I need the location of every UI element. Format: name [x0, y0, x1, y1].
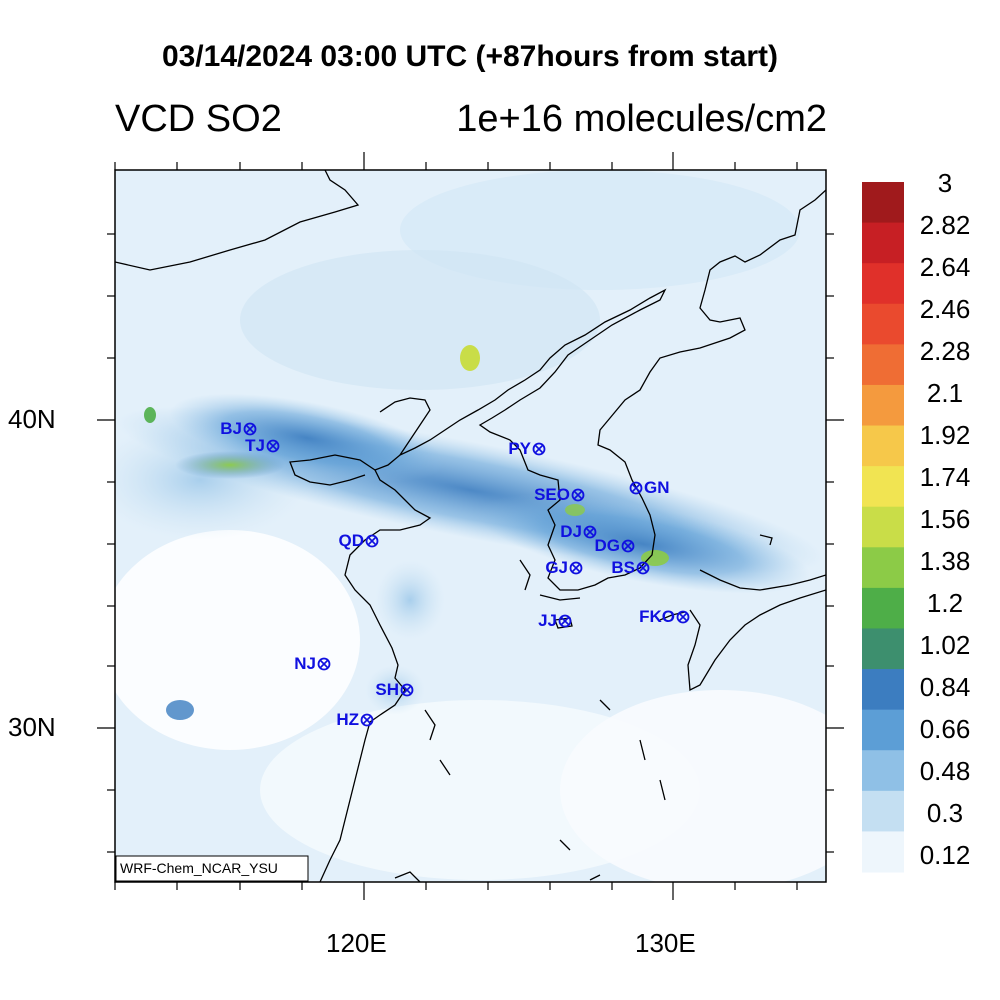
station-marker-bj	[243, 422, 257, 436]
colorbar-segment	[862, 709, 904, 751]
colorbar-segment	[862, 547, 904, 589]
model-label-box	[115, 855, 309, 882]
colorbar-segment	[862, 344, 904, 386]
colorbar-segment	[862, 425, 904, 467]
station-label-gj: GJ	[545, 558, 568, 577]
station-label-gn: GN	[644, 478, 670, 497]
colorbar-tick-label: 0.12	[919, 840, 971, 870]
station-marker-seo	[571, 488, 585, 502]
colorbar-segment	[862, 506, 904, 548]
colorbar-tick-label: 2.1	[926, 378, 964, 408]
colorbar-segment	[862, 222, 904, 264]
station-marker-tj	[266, 439, 280, 453]
station-marker-gj	[569, 561, 583, 575]
station-marker-jj	[558, 614, 572, 628]
station-marker-fko	[676, 610, 690, 624]
colorbar-segment	[862, 628, 904, 670]
station-label-sh: SH	[375, 680, 399, 699]
colorbar-segment	[862, 831, 904, 873]
colorbar	[862, 182, 904, 873]
colorbar-tick-label: 0.84	[919, 672, 971, 702]
map-title: 03/14/2024 03:00 UTC (+87hours from star…	[161, 40, 779, 73]
colorbar-tick-label: 1.02	[919, 630, 971, 660]
lat-label-40n: 40N	[8, 404, 56, 434]
colorbar-tick-label: 1.74	[919, 462, 971, 492]
colorbar-segment	[862, 384, 904, 427]
station-label-dj: DJ	[560, 522, 582, 541]
station-marker-py	[532, 442, 546, 456]
station-label-dg: DG	[594, 536, 621, 555]
variable-name: VCD SO2	[115, 98, 282, 140]
station-marker-nj	[317, 657, 331, 671]
colorbar-segment	[862, 263, 904, 305]
colorbar-tick-label: 2.46	[919, 294, 971, 324]
station-marker-gn	[629, 481, 643, 495]
plot-frame	[114, 169, 827, 883]
lat-label-30n: 30N	[8, 712, 56, 742]
colorbar-tick-label: 1.56	[919, 504, 971, 534]
colorbar-tick-label: 2.82	[919, 210, 971, 240]
station-label-py: PY	[508, 439, 531, 458]
station-marker-bs	[636, 561, 650, 575]
colorbar-segment	[862, 587, 904, 629]
station-marker-hz	[360, 713, 374, 727]
colorbar-tick-label: 1.92	[919, 420, 971, 450]
model-label: WRF-Chem_NCAR_YSU	[120, 860, 278, 876]
station-label-tj: TJ	[245, 436, 265, 455]
station-label-qd: QD	[338, 531, 365, 550]
colorbar-segment	[862, 750, 904, 792]
station-markers	[243, 422, 690, 727]
coastlines	[115, 170, 826, 882]
lon-label-120e: 120E	[326, 928, 387, 958]
station-label-bs: BS	[611, 558, 635, 577]
colorbar-segment	[862, 790, 904, 832]
colorbar-tick-label: 1.38	[919, 546, 971, 576]
colorbar-tick-label: 2.64	[919, 252, 971, 282]
colorbar-tick-label: 0.3	[926, 798, 964, 828]
lon-label-130e: 130E	[635, 928, 696, 958]
station-label-nj: NJ	[294, 654, 316, 673]
station-marker-sh	[400, 683, 414, 697]
station-label-hz: HZ	[336, 710, 359, 729]
station-label-fko: FKO	[639, 607, 675, 626]
colorbar-segment	[862, 182, 904, 224]
tick-marks	[97, 152, 844, 900]
colorbar-tick-label: 1.2	[926, 588, 964, 618]
colorbar-tick-label: 0.48	[919, 756, 971, 786]
station-label-bj: BJ	[220, 419, 242, 438]
station-label-seo: SEO	[534, 485, 570, 504]
station-marker-dj	[583, 525, 597, 539]
so2-field	[115, 170, 826, 882]
station-marker-dg	[621, 539, 635, 553]
colorbar-tick-label: 3	[937, 168, 953, 198]
colorbar-tick-label: 2.28	[919, 336, 971, 366]
station-label-jj: JJ	[538, 611, 557, 630]
colorbar-segment	[862, 669, 904, 711]
colorbar-segment	[862, 303, 904, 345]
units-label: 1e+16 molecules/cm2	[456, 98, 827, 140]
colorbar-segment	[862, 466, 904, 508]
colorbar-tick-label: 0.66	[919, 714, 971, 744]
station-marker-qd	[365, 534, 379, 548]
